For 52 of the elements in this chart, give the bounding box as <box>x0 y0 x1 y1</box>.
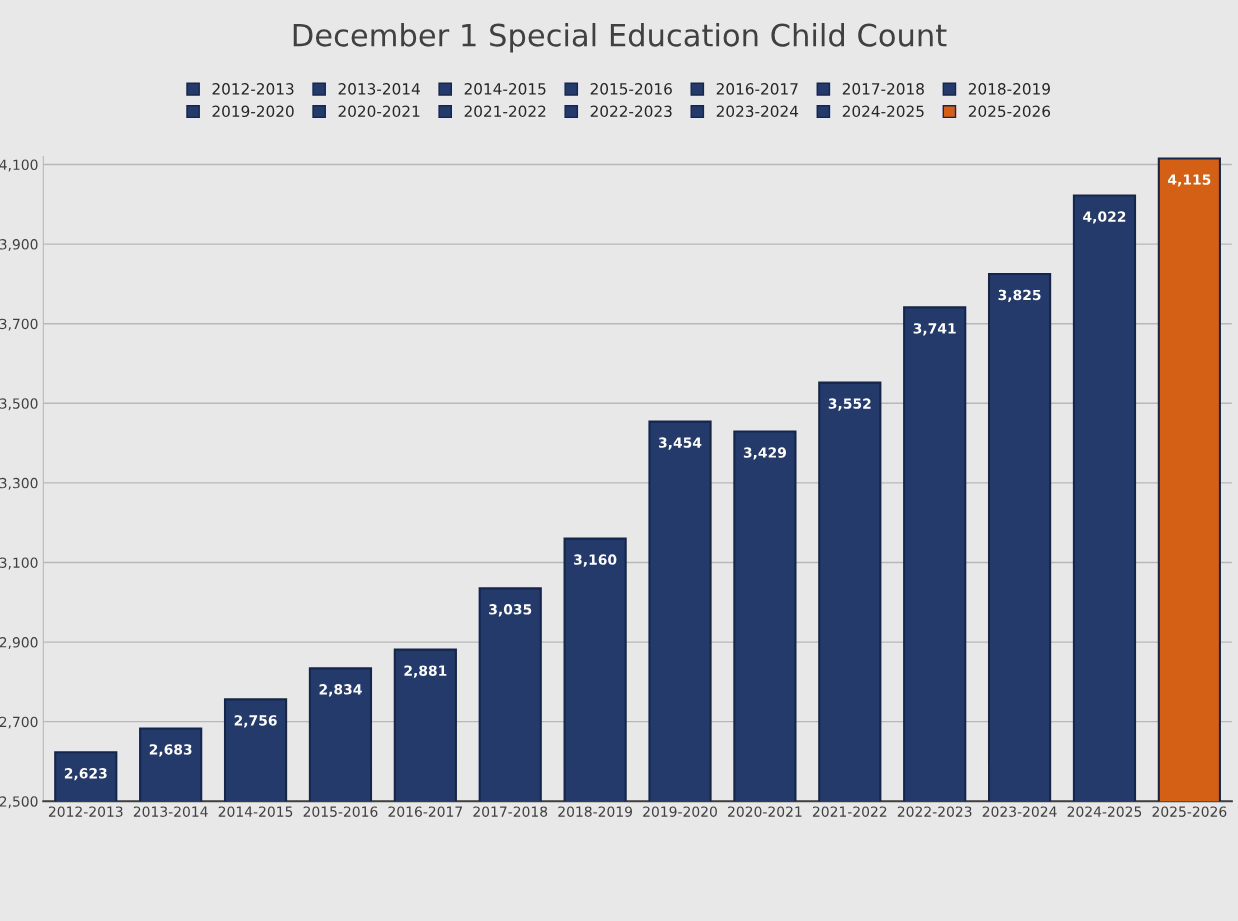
legend-label: 2014-2015 <box>464 83 546 95</box>
x-tick-label: 2015-2016 <box>303 806 378 817</box>
data-label: 2,683 <box>149 744 192 757</box>
legend-label: 2024-2025 <box>842 105 924 118</box>
x-tick-label: 2013-2014 <box>133 806 208 817</box>
y-tick-label: 2,700 <box>0 716 38 729</box>
data-label: 3,035 <box>489 604 532 617</box>
y-tick-label: 3,500 <box>0 398 38 411</box>
data-label: 3,825 <box>998 289 1041 302</box>
data-label: 2,756 <box>234 715 277 728</box>
legend-label: 2015-2016 <box>590 83 672 95</box>
legend-label: 2016-2017 <box>716 83 798 95</box>
legend-label: 2012-2013 <box>212 83 294 95</box>
y-tick-label: 4,100 <box>0 159 38 172</box>
data-label: 3,454 <box>658 437 702 450</box>
y-tick-label: 3,900 <box>0 239 38 252</box>
y-tick-label: 3,300 <box>0 477 38 490</box>
x-tick-label: 2014-2015 <box>218 806 293 817</box>
x-tick-label: 2022-2023 <box>897 806 972 817</box>
y-tick-label: 2,500 <box>0 796 38 809</box>
data-label: 3,552 <box>828 398 871 411</box>
y-tick-label: 3,100 <box>0 557 38 570</box>
data-label: 3,741 <box>913 323 956 336</box>
legend-label: 2020-2021 <box>338 105 420 118</box>
legend-label: 2025-2026 <box>968 105 1051 118</box>
x-tick-label: 2024-2025 <box>1067 806 1142 817</box>
x-tick-label: 2019-2020 <box>643 806 717 817</box>
data-label: 2,881 <box>404 665 447 678</box>
legend-label: 2017-2018 <box>842 83 924 95</box>
chart-title: December 1 Special Education Child Count <box>293 23 947 53</box>
x-tick-label: 2012-2013 <box>48 806 123 817</box>
legend-label: 2019-2020 <box>212 105 294 118</box>
data-label: 4,022 <box>1083 211 1126 224</box>
data-label: 3,429 <box>743 447 786 460</box>
y-tick-label: 3,700 <box>0 318 38 331</box>
y-tick-label: 2,900 <box>0 637 38 649</box>
legend-label: 2013-2014 <box>338 83 420 95</box>
legend-label: 2023-2024 <box>716 105 799 118</box>
data-label: 2,834 <box>319 684 362 697</box>
x-tick-label: 2018-2019 <box>558 806 632 817</box>
x-tick-label: 2016-2017 <box>388 806 463 817</box>
legend-label: 2021-2022 <box>464 105 546 118</box>
x-tick-label: 2020-2021 <box>728 806 802 817</box>
data-label: 3,160 <box>574 554 617 567</box>
x-tick-label: 2025-2026 <box>1152 806 1227 817</box>
x-tick-label: 2023-2024 <box>982 806 1057 817</box>
data-label: 4,115 <box>1168 174 1211 187</box>
legend-label: 2022-2023 <box>590 105 672 118</box>
x-tick-label: 2017-2018 <box>473 806 548 817</box>
data-label: 2,623 <box>64 768 107 781</box>
x-tick-label: 2021-2022 <box>812 806 887 817</box>
legend-label: 2018-2019 <box>968 83 1050 95</box>
